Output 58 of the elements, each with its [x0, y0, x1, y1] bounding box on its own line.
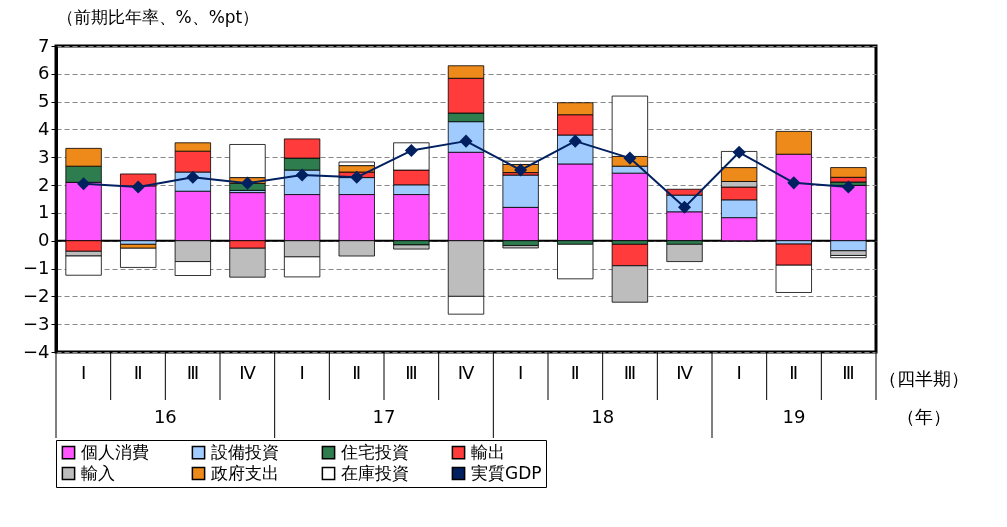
- bar: [120, 247, 157, 268]
- point: [131, 180, 145, 194]
- y-tick-label: 7: [38, 34, 50, 56]
- y-tick-label: −3: [22, 312, 50, 334]
- x-tick-label: Ⅰ: [299, 361, 305, 383]
- legend-label: 在庫投資: [341, 462, 409, 483]
- x-tick-label: Ⅲ: [842, 361, 855, 383]
- point: [295, 168, 309, 182]
- text: 18: [591, 406, 615, 427]
- point: [787, 176, 801, 190]
- legend-label: 輸入: [81, 462, 115, 483]
- legend-label: 設備投資: [211, 441, 279, 462]
- legend-label: 実質GDP: [471, 462, 542, 483]
- y-tick-label: 4: [38, 117, 50, 139]
- text: 17: [372, 406, 396, 427]
- x-tick-label: Ⅰ: [517, 361, 524, 383]
- x-tick-label: Ⅱ: [133, 361, 143, 383]
- x-tick-label: Ⅳ: [457, 361, 475, 383]
- point: [623, 151, 637, 165]
- x-tick-label: Ⅲ: [186, 361, 200, 383]
- y-tick-label: −2: [22, 284, 50, 306]
- x-tick-label: Ⅳ: [676, 361, 694, 383]
- x-tick-label: Ⅰ: [736, 361, 742, 383]
- y-axis-title: （前期比年率、%、%pt）: [56, 6, 260, 27]
- point: [568, 134, 582, 148]
- bar: [65, 255, 102, 276]
- y-tick-label: 5: [38, 90, 50, 112]
- legend-label: 政府支出: [211, 462, 279, 483]
- text: （年）: [897, 406, 951, 427]
- y-tick-label: 1: [38, 201, 50, 223]
- point: [350, 170, 364, 184]
- point: [77, 177, 91, 191]
- x-tick-label: Ⅲ: [623, 361, 637, 383]
- y-tick-label: 2: [38, 173, 50, 195]
- x-tick-label: Ⅱ: [352, 361, 362, 383]
- y-tick-label: 3: [38, 145, 50, 167]
- point: [240, 176, 254, 190]
- point: [732, 145, 746, 159]
- x-tick-label: Ⅰ: [80, 361, 87, 383]
- text: 19: [782, 406, 806, 427]
- x-tick-label: Ⅳ: [239, 361, 257, 383]
- legend-label: 住宅投資: [340, 441, 409, 462]
- legend-label: 輸出: [471, 441, 505, 462]
- y-tick-label: 6: [38, 62, 50, 84]
- legend-label: 個人消費: [81, 441, 149, 462]
- bar: [557, 243, 594, 280]
- y-tick-label: 0: [38, 229, 50, 251]
- y-tick-label: −1: [22, 257, 50, 279]
- text: 16: [153, 406, 177, 427]
- y-tick-label: −4: [22, 340, 50, 362]
- x-tick-label: Ⅲ: [405, 361, 418, 383]
- point: [514, 163, 528, 177]
- bar: [393, 244, 430, 250]
- point: [841, 180, 855, 194]
- x-tick-label: Ⅱ: [789, 361, 799, 383]
- bar: [666, 243, 703, 262]
- x-axis-title: （四半期）: [879, 368, 969, 389]
- x-tick-label: Ⅱ: [570, 361, 580, 383]
